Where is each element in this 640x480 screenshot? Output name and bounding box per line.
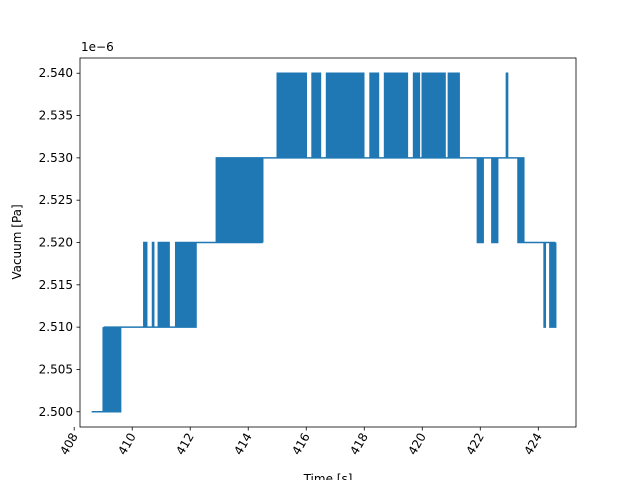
y-tick-label: 2.500 xyxy=(39,405,73,419)
y-axis-ticks: 2.500 2.505 2.510 2.515 2.520 2.525 2.530 2.535… xyxy=(39,66,80,419)
axes-frame xyxy=(79,57,577,428)
y-tick-label: 2.525 xyxy=(39,193,73,207)
y-tick-label: 2.520 xyxy=(39,236,73,250)
y-axis-label: Vacuum [Pa] xyxy=(10,204,24,279)
y-tick-label: 2.510 xyxy=(39,320,73,334)
y-offset-text: 1e−6 xyxy=(81,40,114,54)
y-tick-label: 2.505 xyxy=(39,362,73,376)
y-tick-label: 2.540 xyxy=(39,66,73,80)
y-tick-label: 2.515 xyxy=(39,278,73,292)
y-tick-label: 2.530 xyxy=(39,151,73,165)
series-line xyxy=(91,72,557,413)
series-layer xyxy=(91,72,557,413)
y-tick-label: 2.535 xyxy=(39,109,73,123)
x-axis-label: Time [s] xyxy=(303,472,353,480)
